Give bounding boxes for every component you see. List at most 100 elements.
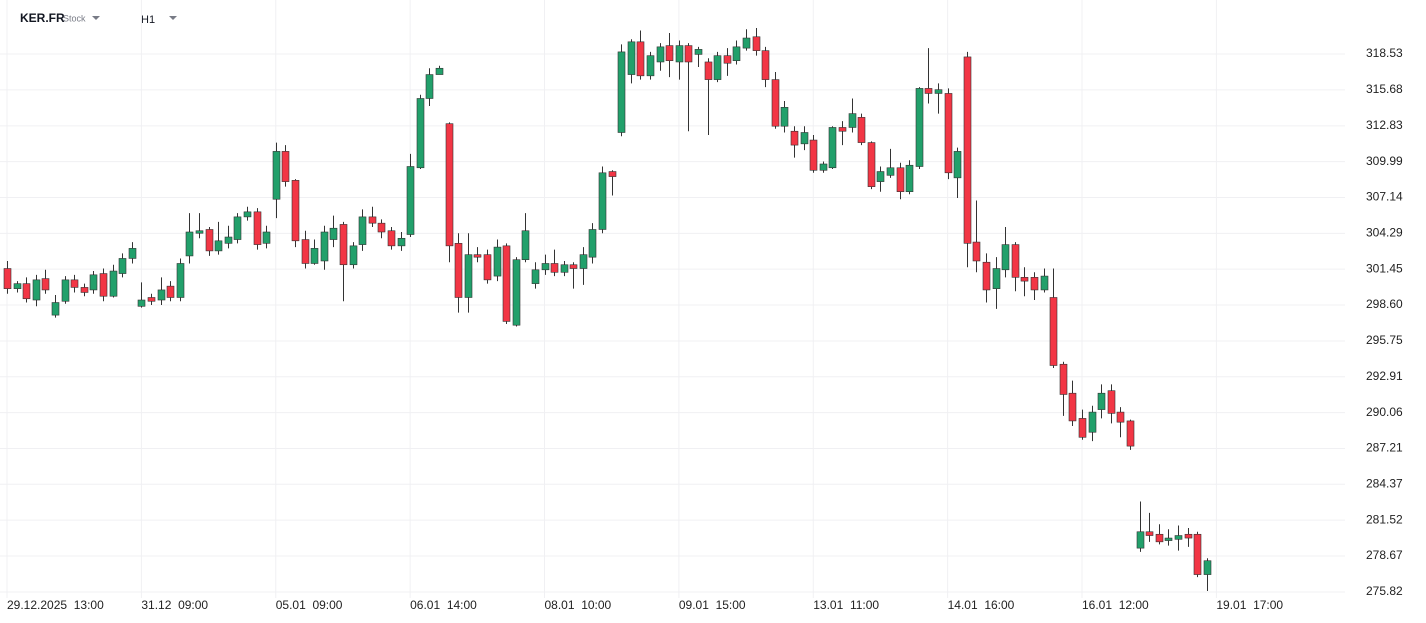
candle-body [992, 268, 1001, 289]
timeframe[interactable]: H1 [141, 14, 155, 26]
candle-body [320, 231, 329, 262]
candle-body [704, 61, 713, 80]
candle-body [157, 289, 166, 301]
candle-body [185, 231, 194, 257]
candle-body [416, 98, 425, 169]
candle-body [339, 224, 348, 266]
y-tick-label: 295.75 [1366, 333, 1403, 347]
candle-body [406, 166, 415, 235]
candle-body [493, 246, 502, 277]
candle-body [656, 46, 665, 63]
x-tick-label: 19.01 17:00 [1216, 598, 1283, 612]
candle-body [1136, 531, 1145, 549]
candle-body [99, 273, 108, 297]
candle-body [1078, 418, 1087, 438]
candle-body [982, 261, 991, 291]
candle-body [473, 254, 482, 258]
timeframe-dropdown[interactable] [169, 16, 177, 20]
candle-body [742, 37, 751, 49]
candle-body [761, 50, 770, 80]
candle-body [1203, 560, 1212, 575]
candle-body [51, 302, 60, 316]
candle-body [272, 151, 281, 200]
candle-body [569, 264, 578, 269]
x-tick-label: 05.01 09:00 [276, 598, 343, 612]
candle-body [550, 263, 559, 273]
candle-body [579, 254, 588, 269]
x-tick-label: 13.01 11:00 [813, 598, 879, 612]
candle-body [281, 151, 290, 182]
candle-body [224, 236, 233, 244]
candle-body [291, 180, 300, 242]
x-tick-label: 29.12.2025 13:00 [7, 598, 104, 612]
candle-body [243, 211, 252, 218]
candle-body [368, 216, 377, 224]
y-tick-label: 318.53 [1366, 46, 1403, 60]
x-tick-label: 14.01 16:00 [948, 598, 1015, 612]
y-tick-label: 309.99 [1366, 154, 1403, 168]
candle-body [1126, 420, 1135, 447]
candle-body [137, 299, 146, 307]
candle-body [896, 167, 905, 192]
grid [0, 0, 1345, 598]
candle-body [397, 237, 406, 247]
candle-body [1020, 277, 1029, 282]
y-tick-label: 298.60 [1366, 297, 1403, 311]
candle-body [1011, 244, 1020, 278]
candle-body [1068, 392, 1077, 422]
candle-body [1059, 363, 1068, 395]
candle-body [876, 171, 885, 182]
candle-body [1164, 537, 1173, 541]
candle-body [1193, 533, 1202, 575]
candle-body [905, 164, 914, 192]
candle-body [435, 67, 444, 75]
candle-body [828, 127, 837, 169]
candle-body [512, 259, 521, 326]
candle-body [445, 123, 454, 247]
candle-body [1184, 533, 1193, 539]
y-tick-label: 287.21 [1366, 441, 1403, 455]
candle-body [253, 211, 262, 245]
y-tick-label: 315.68 [1366, 82, 1403, 96]
candle-body [454, 243, 463, 298]
symbol: KER.FR [20, 11, 65, 25]
candle-body [790, 130, 799, 146]
candle-body [972, 241, 981, 262]
candle-body [128, 248, 137, 259]
candle-body [531, 269, 540, 284]
candle-body [13, 283, 22, 289]
candle-body [1145, 531, 1154, 536]
candle-body [349, 245, 358, 266]
x-tick-label: 31.12 09:00 [141, 598, 208, 612]
candle-body [627, 41, 636, 75]
y-tick-label: 292.91 [1366, 369, 1403, 383]
candle-body [838, 127, 847, 132]
candle-body [61, 279, 70, 302]
candle-body [723, 55, 732, 64]
y-tick-label: 301.45 [1366, 261, 1403, 275]
symbol-dropdown[interactable] [92, 16, 100, 20]
candle-body [1116, 411, 1125, 423]
candle-body [176, 263, 185, 298]
candle-body [387, 230, 396, 247]
candle-body [464, 254, 473, 298]
y-tick-label: 290.06 [1366, 405, 1403, 419]
candle-body [70, 279, 79, 288]
candle-body [1155, 533, 1164, 543]
candle-body [22, 283, 31, 300]
candle-body [713, 55, 722, 80]
candle-body [262, 231, 271, 244]
candle-body [329, 227, 338, 240]
candle-body [377, 222, 386, 233]
candle-body [1088, 411, 1097, 433]
candle-body [780, 107, 789, 127]
candle-body [636, 41, 645, 77]
candle-body [1040, 275, 1049, 291]
candle-body [1030, 277, 1039, 291]
candle-body [684, 45, 693, 63]
x-tick-label: 06.01 14:00 [410, 598, 477, 612]
instrument-type: Stock [63, 13, 86, 23]
candle-body [425, 74, 434, 99]
candle-body [541, 263, 550, 271]
